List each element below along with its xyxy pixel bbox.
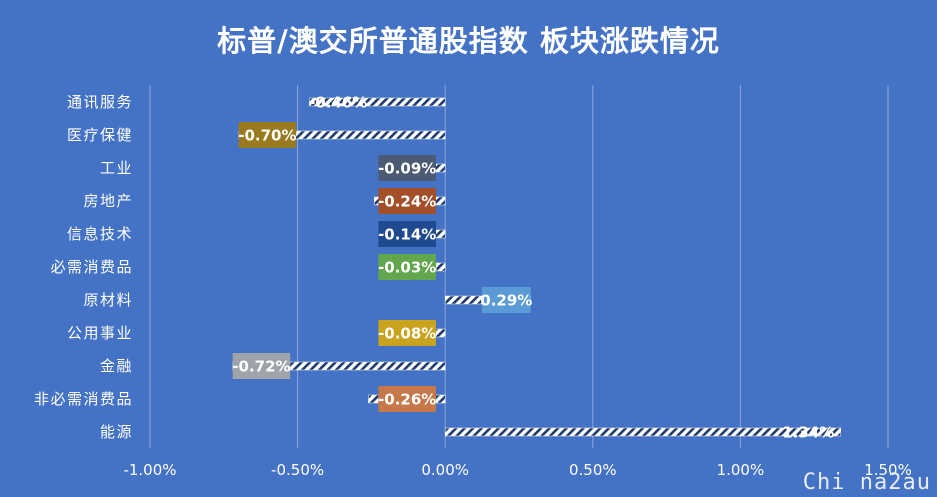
data-label-box [378,221,436,247]
data-label-box [378,188,436,214]
x-tick-label: -0.50% [271,461,324,479]
x-tick-label: 1.50% [864,461,912,479]
x-tick-label: 0.50% [569,461,617,479]
data-label: -0.26% [378,391,436,409]
category-label: 金融 [100,357,133,375]
watermark-text: Chi na2au [802,470,931,495]
category-label: 原材料 [83,291,133,309]
x-tick-label: -1.00% [123,461,176,479]
chart-title: 标普/澳交所普通股指数 板块涨跌情况 [217,24,720,58]
x-tick-label: 1.00% [717,461,765,479]
data-label: -0.08% [378,325,436,343]
data-label: -0.72% [232,358,290,376]
data-label-box [378,254,436,280]
data-label: -0.14% [378,226,436,244]
data-label-box [378,320,436,346]
category-label: 必需消费品 [50,258,133,276]
data-label: -0.24% [378,193,436,211]
data-label-box [378,386,436,412]
category-label: 非必需消费品 [34,390,133,408]
data-label-box [378,155,436,181]
data-label: 1.34% [782,424,834,442]
category-label: 信息技术 [67,225,133,243]
data-label-box [481,287,531,313]
data-label: 0.29% [480,292,532,310]
category-label: 房地产 [83,192,133,210]
x-tick-label: 0.00% [421,461,469,479]
category-label: 医疗保健 [67,126,133,144]
category-label: 通讯服务 [67,93,133,111]
data-label-box [238,122,297,148]
data-label: -0.70% [238,127,296,145]
bar [444,427,842,437]
category-label: 能源 [100,423,133,441]
data-label: -0.09% [378,160,436,178]
data-label: -0.46% [309,94,367,112]
bar [309,97,446,107]
category-label: 工业 [100,159,133,177]
category-label: 公用事业 [67,324,133,342]
data-label: -0.03% [378,259,436,277]
data-label-box [232,353,291,379]
bar [436,262,446,272]
